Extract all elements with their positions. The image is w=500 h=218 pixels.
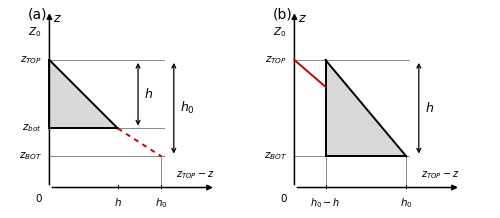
Text: $h$: $h$ xyxy=(114,196,122,208)
Text: $z_{BOT}$: $z_{BOT}$ xyxy=(18,150,42,162)
Text: (a): (a) xyxy=(28,7,47,21)
Polygon shape xyxy=(50,60,118,128)
Text: z: z xyxy=(52,12,59,25)
Text: $h_0-h$: $h_0-h$ xyxy=(310,196,340,210)
Text: $z_{bot}$: $z_{bot}$ xyxy=(22,123,42,134)
Text: $z_{TOP}-z$: $z_{TOP}-z$ xyxy=(421,169,459,181)
Text: (b): (b) xyxy=(272,7,292,21)
Text: 0: 0 xyxy=(35,194,42,204)
Text: $z_{TOP}$: $z_{TOP}$ xyxy=(264,54,286,66)
Text: $h$: $h$ xyxy=(144,87,154,101)
Text: $z_{BOT}$: $z_{BOT}$ xyxy=(264,150,286,162)
Text: $h_0$: $h_0$ xyxy=(155,196,168,210)
Polygon shape xyxy=(326,60,406,157)
Text: $h_0$: $h_0$ xyxy=(400,196,412,210)
Text: $z_{TOP}$: $z_{TOP}$ xyxy=(20,54,42,66)
Text: $Z_0$: $Z_0$ xyxy=(273,25,286,39)
Text: $z_{TOP}-z$: $z_{TOP}-z$ xyxy=(176,169,214,181)
Text: $Z_0$: $Z_0$ xyxy=(28,25,42,39)
Text: 0: 0 xyxy=(280,194,286,204)
Text: z: z xyxy=(298,12,304,25)
Text: $h_0$: $h_0$ xyxy=(180,100,195,116)
Text: $h$: $h$ xyxy=(425,101,434,115)
